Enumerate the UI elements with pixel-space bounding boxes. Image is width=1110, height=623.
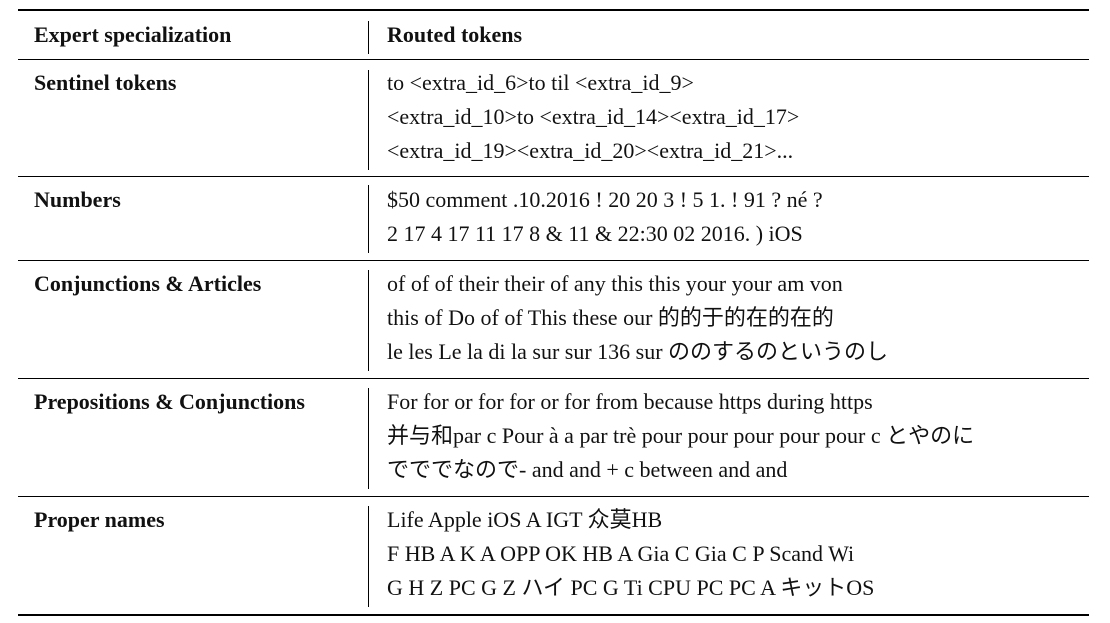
table-row: Numbers $50 comment .10.2016 ! 20 20 3 !…: [18, 177, 1089, 260]
row-label: Sentinel tokens: [34, 70, 177, 95]
header-expert-specialization: Expert specialization: [34, 22, 232, 47]
table-row: Conjunctions & Articles of of of their t…: [18, 261, 1089, 378]
token-line: For for or for for or for from because h…: [387, 389, 873, 414]
token-line: F HB A K A OPP OK HB A Gia C Gia C P Sca…: [387, 541, 855, 566]
row-separator: [18, 176, 1089, 177]
token-line: Life Apple iOS A IGT 众莫HB: [387, 507, 663, 532]
row-separator: [18, 496, 1089, 497]
token-line: 并与和par c Pour à a par trè pour pour pour…: [387, 423, 975, 448]
row-label: Numbers: [34, 187, 121, 212]
row-separator: [18, 260, 1089, 261]
row-separator: [18, 378, 1089, 379]
row-label: Prepositions & Conjunctions: [34, 389, 305, 414]
token-line: to <extra_id_6>to til <extra_id_9>: [387, 70, 694, 95]
routed-tokens-cell: $50 comment .10.2016 ! 20 20 3 ! 5 1. ! …: [370, 183, 823, 260]
token-line: <extra_id_19><extra_id_20><extra_id_21>.…: [387, 138, 794, 163]
routed-tokens-cell: to <extra_id_6>to til <extra_id_9> <extr…: [370, 66, 799, 176]
row-label: Conjunctions & Articles: [34, 271, 262, 296]
column-divider: [368, 270, 369, 371]
column-divider: [368, 506, 369, 607]
column-divider: [368, 21, 369, 54]
table-row: Proper names Life Apple iOS A IGT 众莫HB F…: [18, 497, 1089, 614]
column-divider: [368, 388, 369, 489]
token-line: 2 17 4 17 11 17 8 & 11 & 22:30 02 2016. …: [387, 221, 803, 246]
token-line: this of Do of of This these our 的的于的在的在的: [387, 305, 834, 330]
row-label: Proper names: [34, 507, 165, 532]
table-row: Sentinel tokens to <extra_id_6>to til <e…: [18, 60, 1089, 176]
table-row: Prepositions & Conjunctions For for or f…: [18, 379, 1089, 496]
header-routed-tokens: Routed tokens: [387, 22, 523, 47]
routed-tokens-cell: of of of their their of any this this yo…: [370, 267, 888, 378]
table-header-row: Expert specialization Routed tokens: [18, 11, 1089, 59]
column-divider: [368, 70, 369, 170]
token-line: $50 comment .10.2016 ! 20 20 3 ! 5 1. ! …: [387, 187, 823, 212]
table-header-rule: [18, 59, 1089, 60]
token-line: G H Z PC G Z ハイ PC G Ti CPU PC PC A キットO…: [387, 575, 875, 600]
table-top-rule: [18, 9, 1089, 11]
expert-specialization-table: Expert specialization Routed tokens Sent…: [18, 9, 1089, 616]
token-line: でででなので- and and + c between and and: [387, 457, 788, 482]
token-line: <extra_id_10>to <extra_id_14><extra_id_1…: [387, 104, 800, 129]
routed-tokens-cell: Life Apple iOS A IGT 众莫HB F HB A K A OPP…: [370, 503, 874, 614]
table-bottom-rule: [18, 614, 1089, 616]
routed-tokens-cell: For for or for for or for from because h…: [370, 385, 974, 496]
token-line: of of of their their of any this this yo…: [387, 271, 843, 296]
token-line: le les Le la di la sur sur 136 sur ののするの…: [387, 339, 889, 364]
column-divider: [368, 185, 369, 253]
